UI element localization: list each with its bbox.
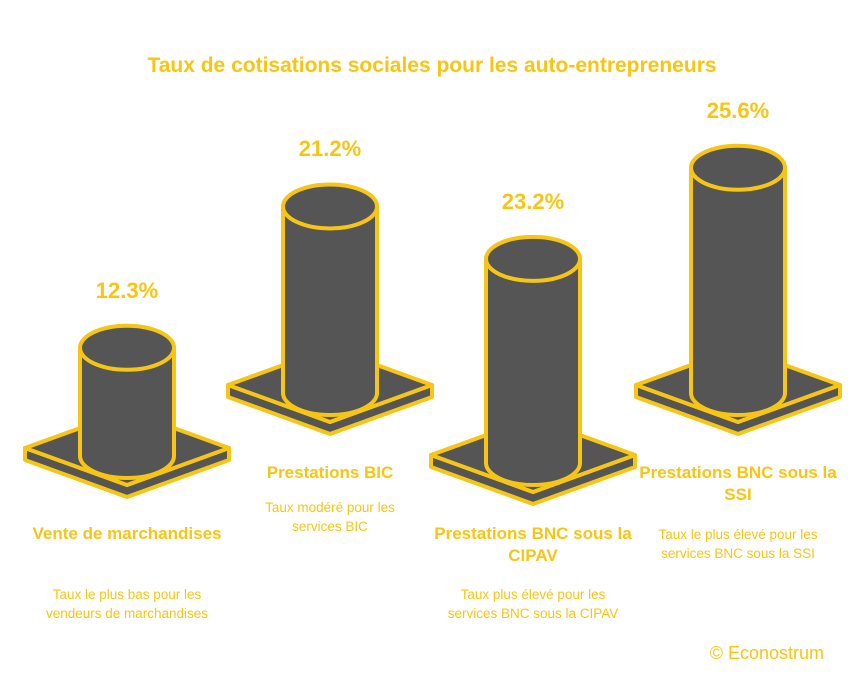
- bar-cylinder-top: [484, 234, 582, 283]
- category-label: Vente de marchandises: [32, 524, 222, 543]
- data-label: 21.2%: [298, 136, 362, 162]
- bar-cylinder-top: [78, 323, 176, 372]
- bar-cylinder: [689, 165, 787, 417]
- bar-cylinder: [78, 345, 176, 480]
- category-label: Prestations BNC sous la SSI: [639, 463, 837, 504]
- data-label: 23.2%: [501, 188, 565, 214]
- credit: © Econostrum: [709, 643, 824, 663]
- data-label: 25.6%: [706, 97, 770, 123]
- category-label: Prestations BIC: [266, 463, 394, 482]
- category-label: Prestations BNC sous la CIPAV: [434, 524, 632, 565]
- category-description: Taux plus élevé pour les services BNC so…: [447, 587, 619, 621]
- category-description: Taux modéré pour les services BIC: [265, 500, 395, 534]
- bar-cylinder: [281, 204, 379, 417]
- bar-cylinder-top: [281, 182, 379, 231]
- category-description: Taux le plus bas pour les vendeurs de ma…: [45, 587, 209, 621]
- chart-title: Taux de cotisations sociales pour les au…: [147, 54, 717, 77]
- bar-cylinder-top: [689, 143, 787, 192]
- category-description: Taux le plus élevé pour les services BNC…: [658, 527, 818, 561]
- bar-cylinder: [484, 256, 582, 487]
- data-label: 12.3%: [95, 277, 159, 303]
